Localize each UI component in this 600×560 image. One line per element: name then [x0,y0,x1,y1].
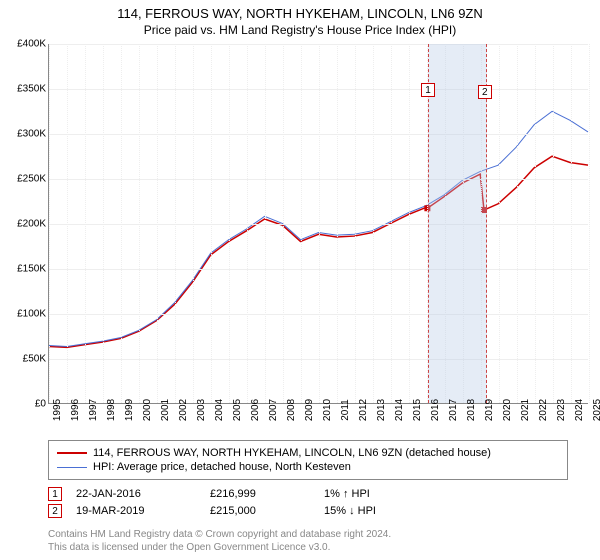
sale-row: 2 19-MAR-2019 £215,000 15% ↓ HPI [48,504,568,518]
y-tick-label: £50K [2,354,46,365]
x-tick-label: 2024 [574,399,585,421]
credit-line-1: Contains HM Land Registry data © Crown c… [48,529,391,540]
x-tick-label: 2019 [484,399,495,421]
x-tick-label: 2023 [556,399,567,421]
gridline-v [265,44,266,403]
gridline-v [499,44,500,403]
x-tick-label: 2018 [466,399,477,421]
x-tick-label: 1995 [52,399,63,421]
sale-row-price: £215,000 [210,505,310,517]
sales-table: 1 22-JAN-2016 £216,999 1% ↑ HPI 2 19-MAR-2019… [48,484,568,521]
gridline-v [85,44,86,403]
gridline-v [247,44,248,403]
legend-item: 114, FERROUS WAY, NORTH HYKEHAM, LINCOLN… [57,447,559,459]
gridline-v [67,44,68,403]
x-tick-label: 2016 [430,399,441,421]
gridline-v [355,44,356,403]
sale-row-date: 19-MAR-2019 [76,505,196,517]
gridline-v [229,44,230,403]
sale-marker-box-1: 1 [421,83,435,97]
x-tick-label: 2003 [196,399,207,421]
sale-row-price: £216,999 [210,488,310,500]
legend-swatch [57,467,87,468]
gridline-v [517,44,518,403]
x-tick-label: 1997 [88,399,99,421]
gridline-v [211,44,212,403]
y-tick-label: £400K [2,39,46,50]
x-tick-label: 2014 [394,399,405,421]
credit-line-2: This data is licensed under the Open Gov… [48,542,330,553]
x-tick-label: 2002 [178,399,189,421]
x-tick-label: 1996 [70,399,81,421]
x-tick-label: 2001 [160,399,171,421]
gridline-v [319,44,320,403]
x-tick-label: 2015 [412,399,423,421]
y-tick-label: £100K [2,309,46,320]
x-tick-label: 2006 [250,399,261,421]
sale-row-marker: 1 [48,487,62,501]
x-tick-label: 2022 [538,399,549,421]
gridline-v [301,44,302,403]
gridline-v [391,44,392,403]
gridline-v [535,44,536,403]
y-tick-label: £350K [2,84,46,95]
gridline-v [553,44,554,403]
x-tick-label: 2005 [232,399,243,421]
y-tick-label: £0 [2,399,46,410]
x-tick-label: 2017 [448,399,459,421]
y-tick-label: £300K [2,129,46,140]
x-tick-label: 2012 [358,399,369,421]
y-tick-label: £150K [2,264,46,275]
y-tick-label: £200K [2,219,46,230]
gridline-v [49,44,50,403]
gridline-v [337,44,338,403]
gridline-v [139,44,140,403]
legend-swatch [57,452,87,454]
x-tick-label: 2025 [592,399,600,421]
chart-container: 114, FERROUS WAY, NORTH HYKEHAM, LINCOLN… [0,0,600,560]
credit-text: Contains HM Land Registry data © Crown c… [48,528,391,554]
sale-row-pct: 15% ↓ HPI [324,505,464,517]
x-tick-label: 2009 [304,399,315,421]
title-block: 114, FERROUS WAY, NORTH HYKEHAM, LINCOLN… [0,0,600,37]
chart-title: 114, FERROUS WAY, NORTH HYKEHAM, LINCOLN… [0,6,600,21]
x-tick-label: 2021 [520,399,531,421]
gridline-v [157,44,158,403]
legend-label: HPI: Average price, detached house, Nort… [93,461,351,473]
gridline-v [373,44,374,403]
gridline-v [409,44,410,403]
legend-label: 114, FERROUS WAY, NORTH HYKEHAM, LINCOLN… [93,447,491,459]
gridline-v [175,44,176,403]
plot-area: 12 [48,44,588,404]
x-tick-label: 2008 [286,399,297,421]
sale-row-pct: 1% ↑ HPI [324,488,464,500]
x-tick-label: 2007 [268,399,279,421]
gridline-v [121,44,122,403]
x-tick-label: 2020 [502,399,513,421]
x-tick-label: 2010 [322,399,333,421]
gridline-v [589,44,590,403]
x-tick-label: 1998 [106,399,117,421]
gridline-v [193,44,194,403]
gridline-v [571,44,572,403]
sale-row-date: 22-JAN-2016 [76,488,196,500]
y-tick-label: £250K [2,174,46,185]
x-tick-label: 2000 [142,399,153,421]
x-tick-label: 2011 [340,399,351,421]
x-tick-label: 2004 [214,399,225,421]
sale-row: 1 22-JAN-2016 £216,999 1% ↑ HPI [48,487,568,501]
chart-subtitle: Price paid vs. HM Land Registry's House … [0,23,600,37]
sale-marker-box-2: 2 [478,85,492,99]
x-tick-label: 1999 [124,399,135,421]
sale-row-marker: 2 [48,504,62,518]
x-tick-label: 2013 [376,399,387,421]
legend: 114, FERROUS WAY, NORTH HYKEHAM, LINCOLN… [48,440,568,480]
gridline-v [283,44,284,403]
gridline-v [103,44,104,403]
legend-item: HPI: Average price, detached house, Nort… [57,461,559,473]
